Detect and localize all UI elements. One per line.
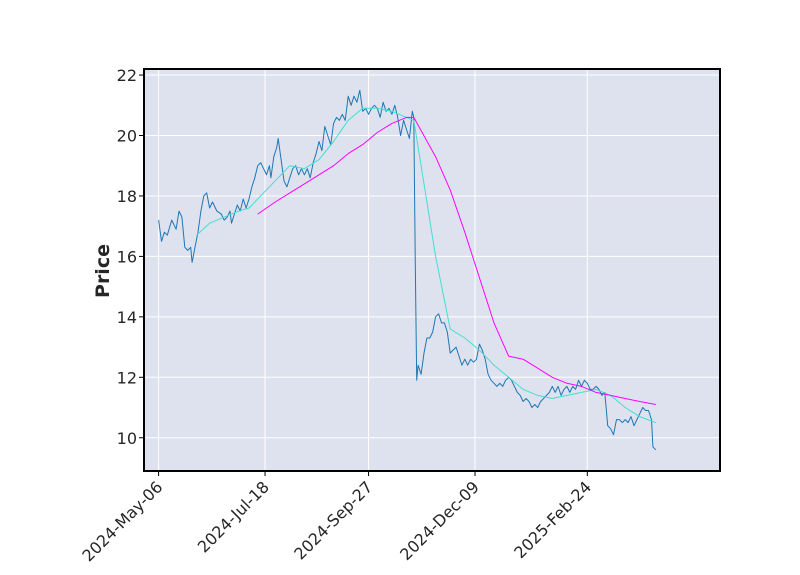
plot-area [144, 69, 720, 471]
y-tick-label: 16 [117, 247, 137, 266]
x-tick-label: 2024-Dec-09 [396, 477, 483, 564]
series-line-3 [257, 116, 656, 405]
x-tick-label: 2024-Sep-27 [290, 477, 376, 563]
x-tick-label: 2024-Jul-18 [194, 477, 273, 556]
x-tick-label: 2025-Feb-24 [510, 477, 595, 562]
plot-frame [143, 68, 721, 472]
series-line-2 [196, 107, 656, 424]
series-line-1 [158, 89, 657, 451]
y-axis-label: Price [92, 244, 114, 298]
grid [144, 69, 720, 471]
y-tick-label: 10 [117, 429, 137, 448]
y-tick-label: 22 [117, 66, 137, 85]
y-tick-label: 18 [117, 187, 137, 206]
y-tick-label: 14 [117, 308, 137, 327]
y-tick-label: 12 [117, 368, 137, 387]
y-tick-label: 20 [117, 126, 137, 145]
x-axis-ticks: 2024-May-06 2024-Jul-18 2024-Sep-27 2024-De… [78, 471, 595, 565]
series-layer [158, 89, 657, 451]
y-axis-ticks: 10 12 14 16 18 20 22 [117, 66, 144, 448]
x-tick-label: 2024-May-06 [78, 477, 166, 565]
